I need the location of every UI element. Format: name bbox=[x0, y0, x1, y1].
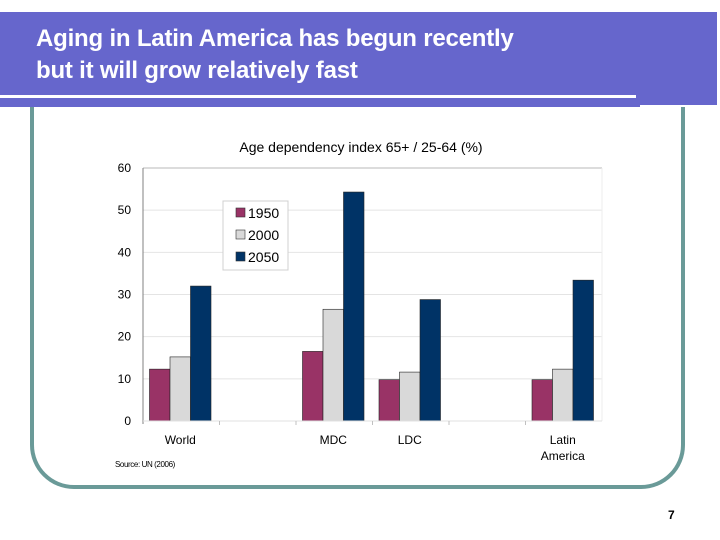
bar-2050-mdc bbox=[343, 191, 365, 422]
title-banner-extension bbox=[636, 12, 717, 105]
title-banner bbox=[0, 12, 640, 107]
title-underline bbox=[0, 95, 636, 98]
y-tick-label: 40 bbox=[118, 245, 132, 259]
x-category-label: World bbox=[165, 433, 196, 447]
legend-label-1950: 1950 bbox=[248, 205, 279, 221]
legend-swatch-1950 bbox=[235, 207, 246, 218]
bar-1950-latin-america bbox=[531, 379, 553, 422]
bar-2050-latin-america bbox=[572, 279, 594, 422]
legend-swatch-2050 bbox=[235, 251, 246, 262]
bar-1950-world bbox=[149, 368, 171, 422]
x-category-label: Latin bbox=[550, 433, 576, 447]
y-tick-label: 50 bbox=[118, 203, 132, 217]
legend-label-2050: 2050 bbox=[248, 249, 279, 265]
bar-1950-ldc bbox=[378, 379, 400, 422]
slide-title-line-1: Aging in Latin America has begun recentl… bbox=[36, 25, 514, 52]
y-tick-label: 30 bbox=[118, 288, 132, 302]
source-note: Source: UN (2006) bbox=[115, 460, 176, 469]
bar-2050-world bbox=[190, 285, 212, 422]
x-category-label: MDC bbox=[320, 433, 348, 447]
bar-2000-world bbox=[169, 356, 191, 422]
slide-title: Aging in Latin America has begun recentl… bbox=[36, 23, 636, 87]
slide-title-line-2: but it will grow relatively fast bbox=[36, 57, 358, 84]
bar-2000-latin-america bbox=[552, 368, 574, 422]
y-tick-label: 60 bbox=[118, 161, 132, 175]
bar-2000-mdc bbox=[322, 308, 344, 422]
y-tick-label: 10 bbox=[118, 372, 132, 386]
y-tick-label: 20 bbox=[118, 330, 132, 344]
bar-1950-mdc bbox=[302, 351, 324, 422]
chart-legend: 1950 2000 2050 bbox=[222, 200, 289, 271]
x-category-label: LDC bbox=[398, 433, 422, 447]
x-category-label: America bbox=[541, 449, 585, 463]
content-frame bbox=[30, 107, 685, 489]
chart-title: Age dependency index 65+ / 25-64 (%) bbox=[239, 139, 482, 155]
bar-2000-ldc bbox=[399, 371, 421, 422]
bar-2050-ldc bbox=[419, 299, 441, 422]
y-tick-label: 0 bbox=[124, 414, 131, 428]
legend-box bbox=[222, 200, 289, 271]
page-number: 7 bbox=[668, 508, 675, 522]
legend-swatch-2000 bbox=[235, 229, 246, 240]
legend-label-2000: 2000 bbox=[248, 227, 279, 243]
